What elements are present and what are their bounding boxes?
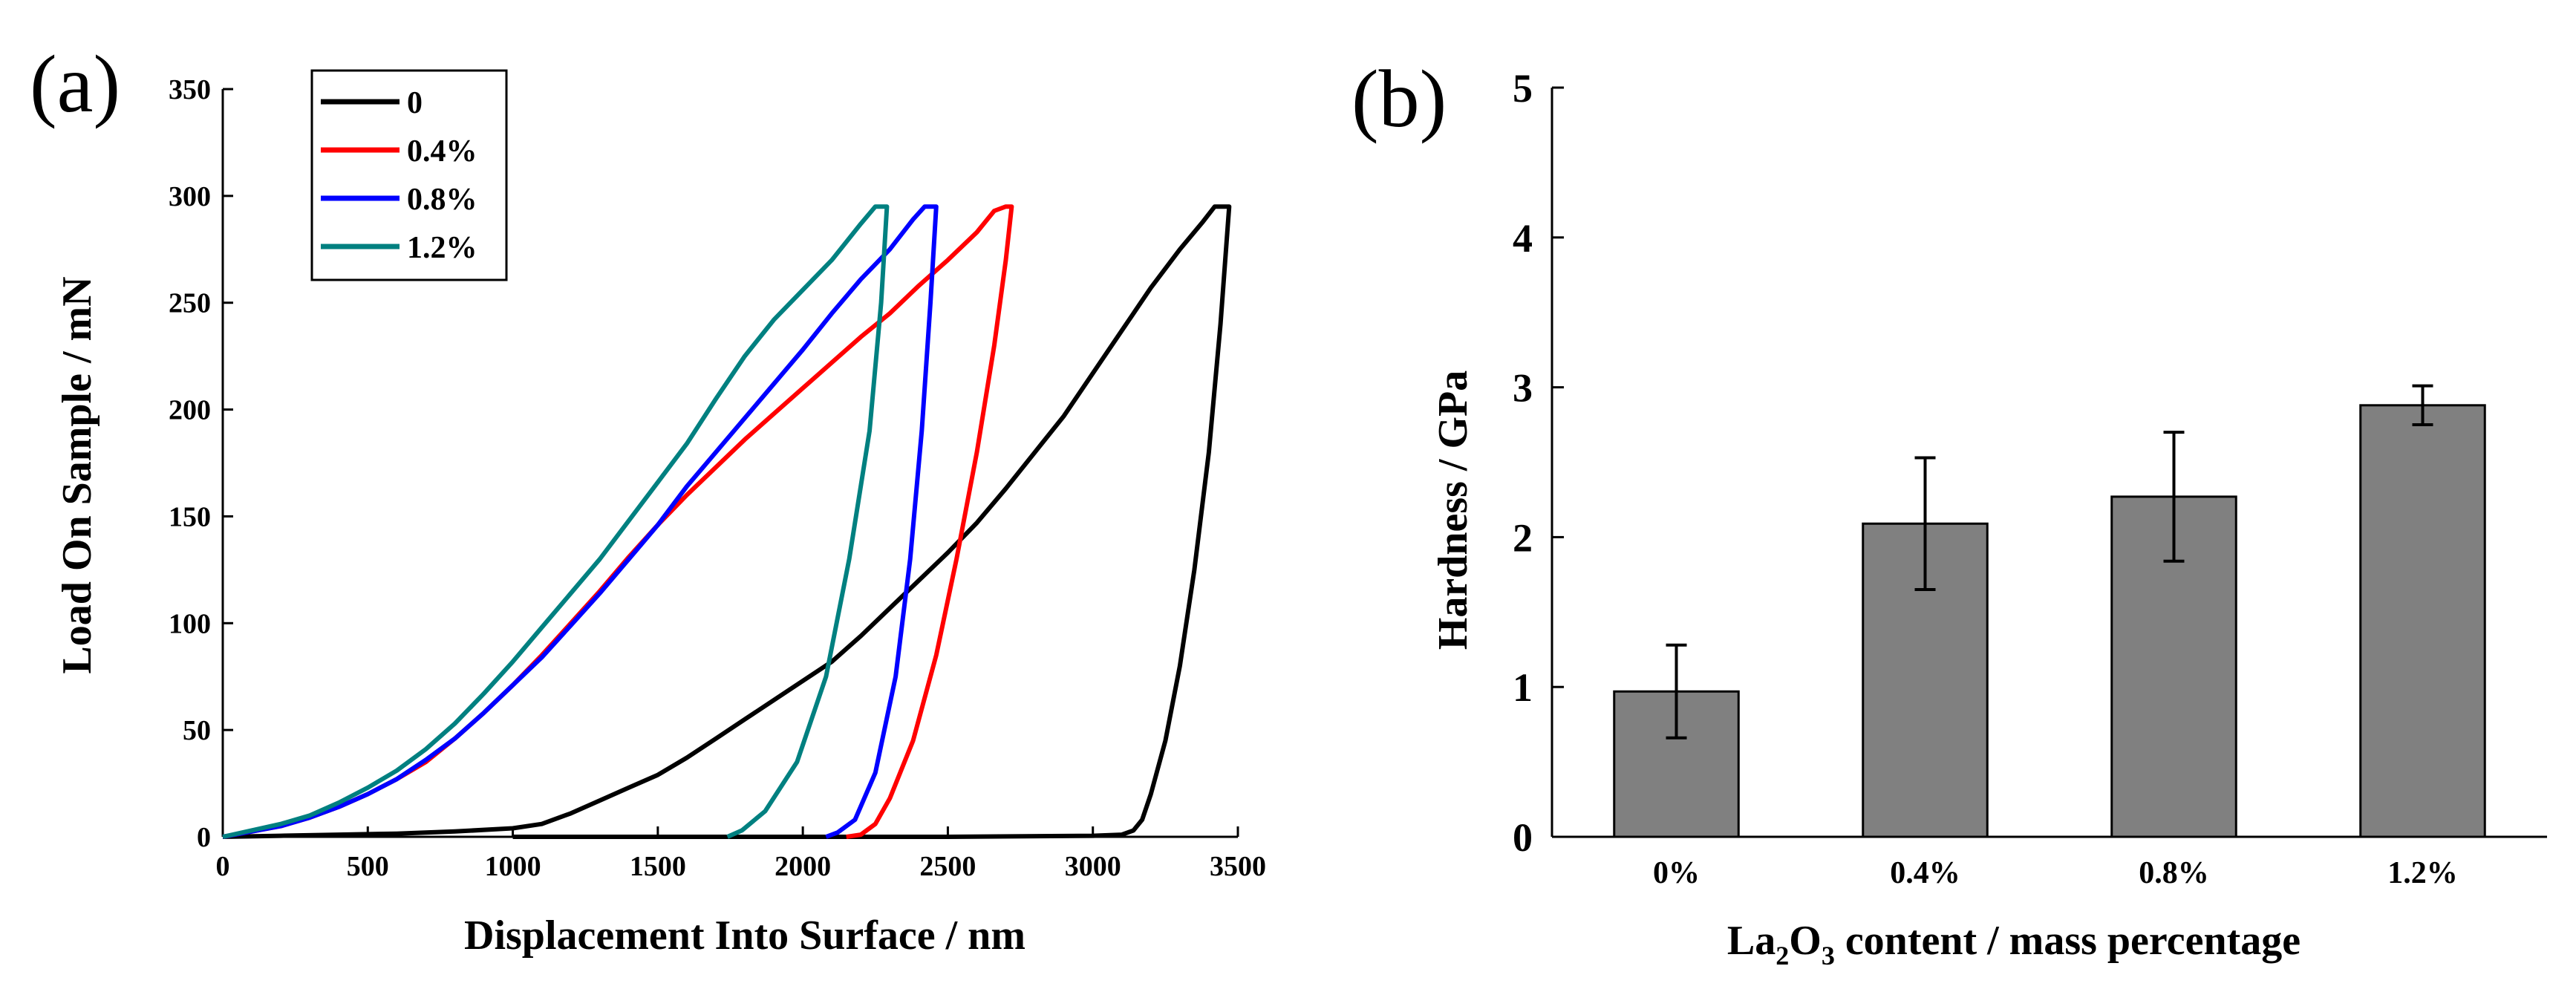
legend-label-1.2%: 1.2% — [407, 231, 477, 265]
x-tick-label: 3500 — [1210, 851, 1266, 882]
legend-label-0: 0 — [407, 86, 423, 120]
y-tick-label: 100 — [169, 608, 211, 639]
x-title-o: O — [1789, 918, 1822, 964]
x-tick-label: 1500 — [630, 851, 686, 882]
x-tick-label: 2000 — [775, 851, 831, 882]
legend-label-0.4%: 0.4% — [407, 134, 477, 169]
panel-b-label: (b) — [1351, 53, 1447, 144]
series-line-1.2% — [222, 204, 890, 839]
x-tick-label: 0 — [216, 851, 230, 882]
x-tick-label: 2500 — [919, 851, 976, 882]
panel-a-load-displacement-chart: (a) 0 500 1000 1500 2000 2500 3000 350005010015… — [30, 39, 1266, 959]
panel-b-y-axis-title: Hardness / GPa — [1430, 371, 1476, 650]
bar-1.2% — [2359, 404, 2486, 838]
x-title-rest: content / mass percentage — [1835, 918, 2301, 964]
panel-b-x-axis-title: La2O3 content / mass percentage — [1727, 918, 2301, 970]
series-line-0 — [222, 204, 1232, 839]
bar-category-label: 0.8% — [2139, 856, 2209, 890]
y-tick-label: 250 — [169, 288, 211, 319]
x-title-la: La — [1727, 918, 1776, 964]
bar-y-tick-label: 0 — [1513, 815, 1533, 860]
bar-category-label: 0% — [1653, 856, 1700, 890]
bar-y-tick-label: 4 — [1513, 216, 1533, 261]
bar-y-tick-label: 1 — [1513, 665, 1533, 710]
bar-y-tick-label: 3 — [1513, 366, 1533, 411]
panel-b-plot-area: 0 1 2 3 4 5 0% 0.4% 0.8% 1.2% — [1513, 66, 2547, 890]
panel-a-plot-area: 0 500 1000 1500 2000 2500 3000 3500050100150200… — [169, 69, 1266, 882]
bar-y-tick-label: 5 — [1513, 66, 1533, 111]
series-line-0.4% — [222, 204, 1014, 839]
x-tick-label: 3000 — [1065, 851, 1121, 882]
y-tick-label: 150 — [169, 501, 211, 532]
bar-category-label: 0.4% — [1890, 856, 1960, 890]
y-tick-label: 0 — [197, 822, 211, 853]
series-line-0.8% — [222, 204, 939, 839]
x-tick-label: 500 — [347, 851, 389, 882]
x-title-sub-2: 2 — [1776, 941, 1789, 970]
panel-a-x-axis-title: Displacement Into Surface / nm — [464, 913, 1025, 959]
y-tick-label: 350 — [169, 74, 211, 105]
panel-a-label: (a) — [30, 39, 120, 129]
y-tick-label: 200 — [169, 395, 211, 426]
x-title-sub-3: 3 — [1822, 941, 1835, 970]
y-tick-label: 50 — [183, 715, 211, 746]
x-tick-label: 1000 — [485, 851, 541, 882]
bar-y-tick-label: 2 — [1513, 515, 1533, 560]
legend-label-0.8%: 0.8% — [407, 183, 477, 217]
y-tick-label: 300 — [169, 181, 211, 212]
bar-category-label: 1.2% — [2387, 856, 2458, 890]
panel-a-y-axis-title: Load On Sample / mN — [54, 276, 100, 673]
